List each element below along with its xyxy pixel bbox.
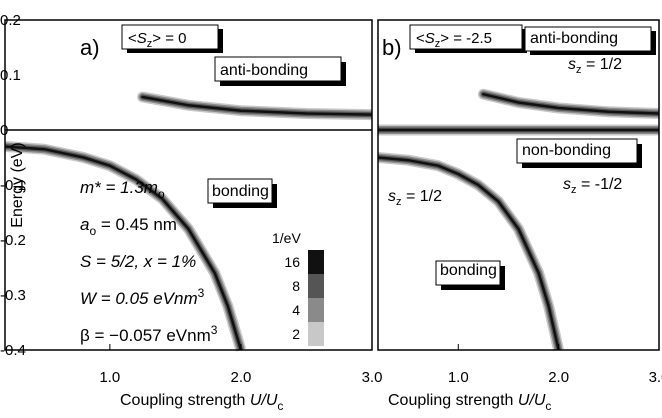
legend-swatch <box>308 298 324 322</box>
y-tick-label: -0.4 <box>0 342 26 359</box>
y-tick-label: -0.2 <box>0 232 26 249</box>
param-ao: ao = 0.45 nm <box>80 215 177 238</box>
band-bonding-a-level-3 <box>5 145 243 351</box>
x-tick-label-b: 3.0 <box>649 369 662 386</box>
svg-text:bonding: bonding <box>440 262 497 279</box>
panel-a-frame <box>4 19 373 351</box>
parameters-block: m* = 1.3mo ao = 0.45 nm S = 5/2, x = 1% … <box>80 178 218 345</box>
y-axis-title: Energy (eV) <box>9 142 26 227</box>
legend-level-label: 16 <box>284 254 300 270</box>
legend-level-label: 8 <box>292 278 300 294</box>
y-tick-label: -0.3 <box>0 287 26 304</box>
sz-non-label: sz = -1/2 <box>563 176 622 196</box>
x-axis-title-a: Coupling strength U/Uc <box>120 392 283 413</box>
panel-b-title-box: <Sz> = -2.5 <box>409 24 527 53</box>
label-bonding-a: bonding <box>207 178 277 208</box>
legend-level-label: 4 <box>292 302 300 318</box>
legend-swatch <box>308 322 324 346</box>
axis-ticks: 0.2 0.1 0 -0.1 -0.2 -0.3 -0.4 1.0 2.0 3.0 1.0 2.0 3.… <box>0 12 662 386</box>
legend-title: 1/eV <box>272 230 301 246</box>
x-tick-label-b: 2.0 <box>548 369 569 386</box>
colorbar-legend: 1/eV 16 8 4 2 <box>272 230 324 346</box>
label-anti-bonding-a: anti-bonding <box>214 56 346 86</box>
x-axis-title-b: Coupling strength U/Uc <box>388 392 551 413</box>
legend-swatch <box>308 274 324 298</box>
svg-text:non-bonding: non-bonding <box>522 142 611 159</box>
panel-b-frame <box>377 19 660 351</box>
panel-b-bands <box>378 88 659 352</box>
legend-swatch <box>308 250 324 274</box>
panel-a-bands <box>5 91 372 352</box>
param-beta: β = −0.057 eVnm3 <box>80 323 218 345</box>
x-tick-label-a: 1.0 <box>99 369 120 386</box>
x-tick-label-a: 2.0 <box>230 369 251 386</box>
param-w: W = 0.05 eVnm3 <box>80 286 205 308</box>
panel-a-title-box: <Sz> = 0 <box>121 24 223 53</box>
label-non-bonding-b: non-bonding <box>516 138 642 168</box>
param-s: S = 5/2, x = 1% <box>80 252 196 271</box>
panel-a-label: a) <box>80 35 100 60</box>
band-bonding-b-level-3 <box>378 156 560 351</box>
panel-b-label: b) <box>382 35 402 60</box>
svg-text:anti-bonding: anti-bonding <box>220 62 308 79</box>
legend-level-label: 2 <box>292 326 300 342</box>
label-bonding-b: bonding <box>435 260 505 290</box>
y-tick-label: -0.1 <box>0 177 26 194</box>
sz-anti-label: sz = 1/2 <box>568 56 622 76</box>
label-anti-bonding-b: anti-bonding <box>524 26 656 55</box>
param-mass: m* = 1.3mo <box>80 178 165 201</box>
band-anti-bonding-a-level-3 <box>141 95 372 116</box>
x-tick-label-a: 3.0 <box>362 369 383 386</box>
panel-a-title: <Sz> = 0 <box>128 30 186 50</box>
y-tick-label: 0.1 <box>0 67 21 84</box>
y-tick-label: 0 <box>0 122 8 139</box>
svg-text:anti-bonding: anti-bonding <box>530 30 618 47</box>
x-tick-label-b: 1.0 <box>448 369 469 386</box>
band-anti-bonding-b-level-3 <box>482 92 659 115</box>
y-tick-label: 0.2 <box>0 12 21 29</box>
band-bonding-b-level-2 <box>378 155 562 351</box>
sz-bond-label: sz = 1/2 <box>388 188 442 208</box>
svg-text:bonding: bonding <box>212 183 269 200</box>
